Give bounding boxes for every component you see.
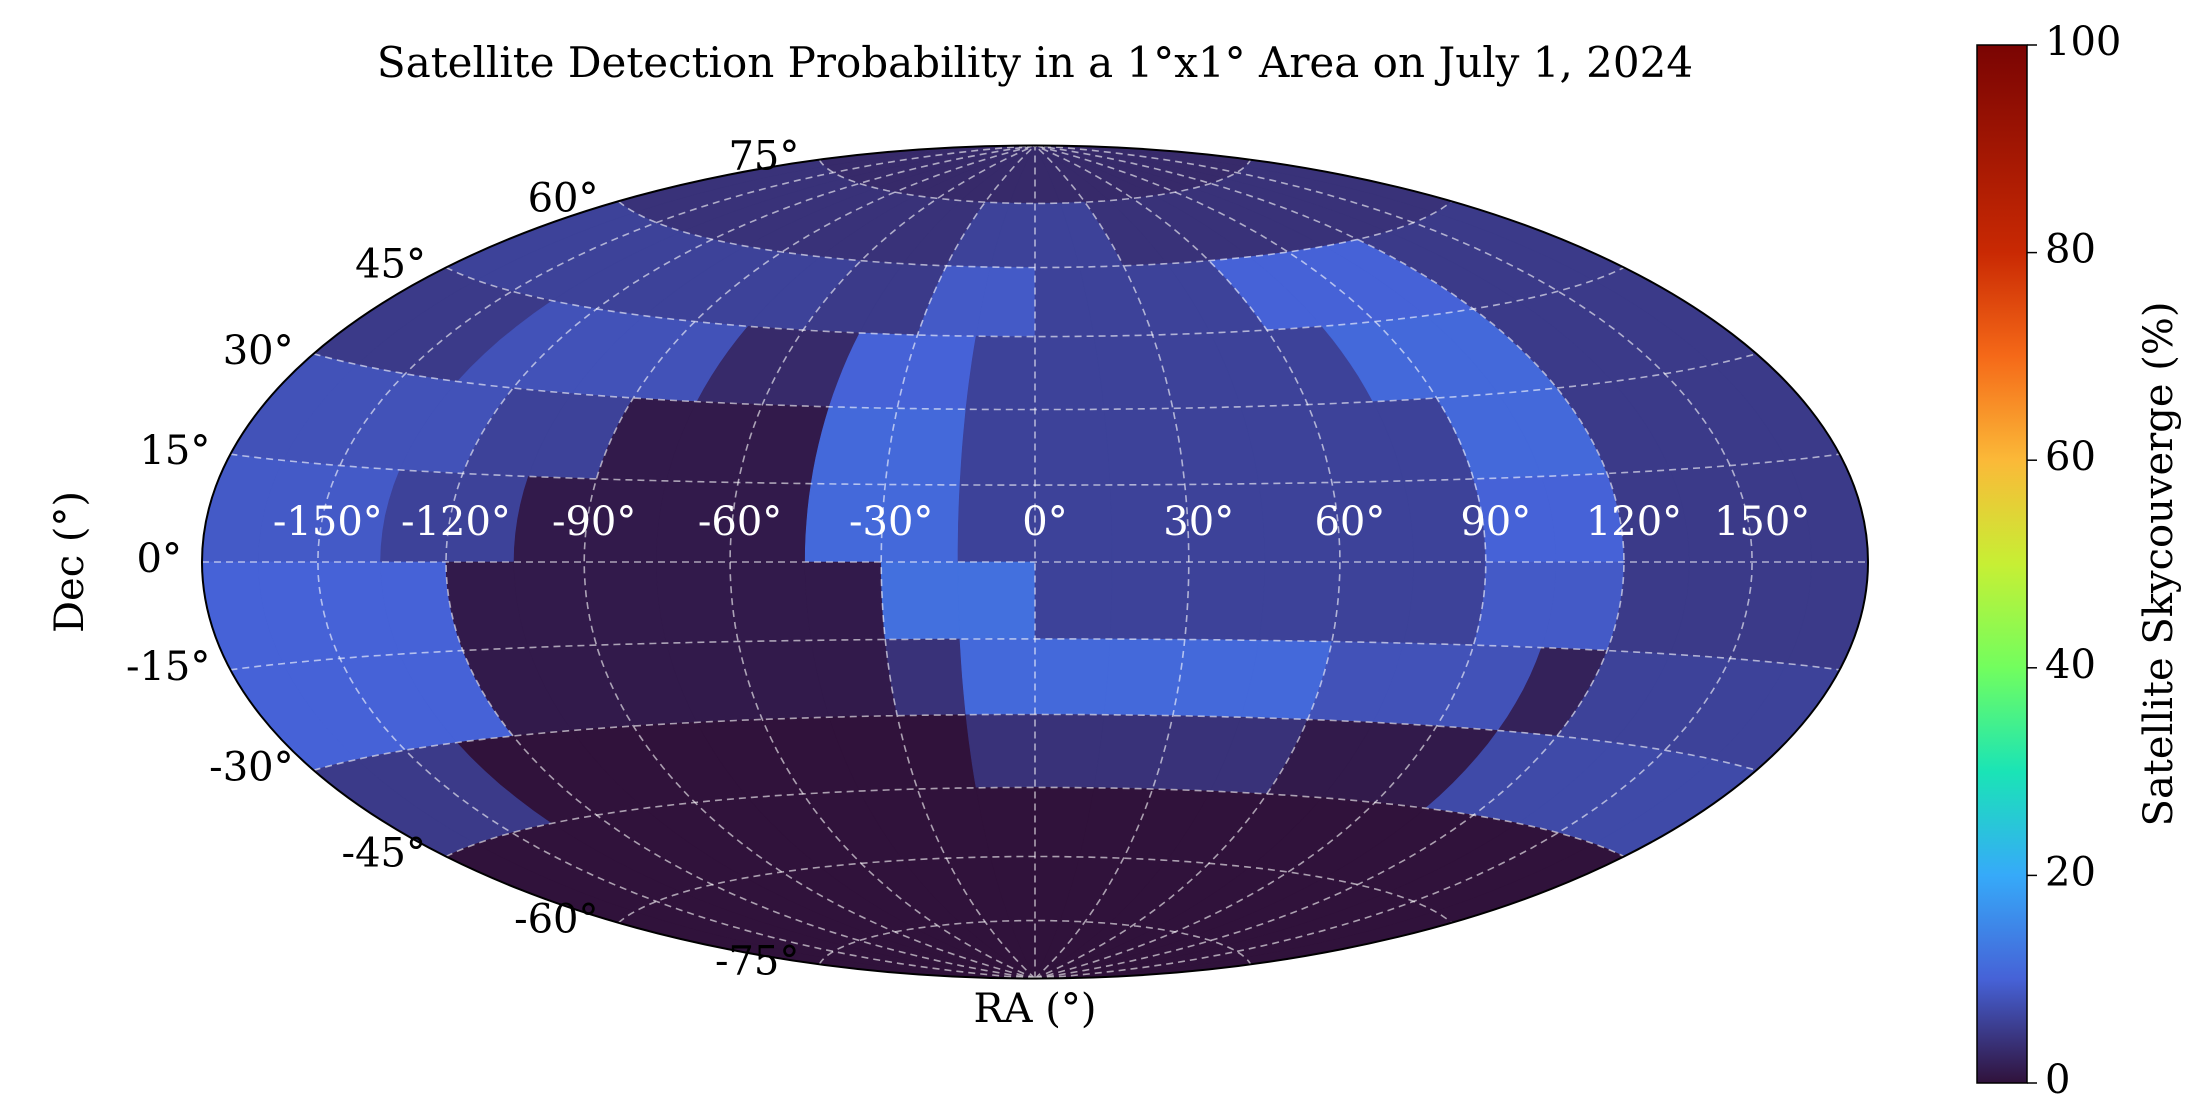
grid-line: [617, 855, 1453, 924]
colorbar-tick-label: 100: [2045, 19, 2121, 65]
heatmap-cell: [1109, 561, 1190, 640]
heatmap-cell: [1331, 561, 1415, 644]
heatmap-cell: [1034, 335, 1105, 410]
x-tick-label: 30°: [1163, 499, 1234, 545]
heatmap-cell: [959, 638, 1036, 716]
colorbar-tick-label: 0: [2045, 1057, 2070, 1103]
y-axis-label: Dec (°): [47, 491, 93, 633]
y-tick-label: 60°: [528, 175, 599, 221]
heatmap-cell: [1034, 561, 1113, 640]
heatmap-cell: [804, 561, 886, 641]
heatmap-cell: [880, 561, 961, 640]
x-tick-label: 60°: [1314, 499, 1385, 545]
heatmap-cell: [513, 561, 597, 648]
heatmap-cell: [1184, 561, 1266, 641]
map-border: [201, 144, 1869, 980]
heatmap-cell: [1403, 561, 1487, 646]
heatmap-cell: [1786, 453, 1868, 563]
grid-line: [818, 919, 1252, 965]
heatmap-cell: [1473, 561, 1557, 648]
grid-line: [617, 200, 1453, 269]
y-tick-label: -15°: [126, 644, 210, 690]
y-tick-label: 75°: [728, 134, 799, 180]
x-tick-label: 150°: [1714, 499, 1810, 545]
heatmap-cell: [1258, 561, 1341, 642]
grid-line: [445, 786, 1625, 858]
x-tick-label: 90°: [1460, 499, 1531, 545]
colorbar-tick-label: 40: [2045, 642, 2096, 688]
x-tick-label: -60°: [698, 499, 782, 545]
x-tick-label: -150°: [273, 499, 383, 545]
heatmap-cell: [884, 407, 967, 486]
y-tick-label: 45°: [355, 241, 426, 287]
grid-line: [1034, 144, 1625, 980]
x-tick-label: -90°: [552, 499, 636, 545]
heatmap-cell: [729, 561, 812, 642]
y-tick-label: -60°: [514, 897, 598, 943]
y-tick-label: -45°: [342, 831, 426, 877]
grid-line: [230, 638, 1840, 671]
heatmap-cell: [1034, 714, 1105, 789]
grid-line: [317, 144, 1036, 980]
heatmap-cell: [965, 714, 1036, 789]
grid-line: [313, 353, 1757, 411]
heatmap-cell: [884, 638, 967, 717]
heatmap-cell: [1103, 638, 1186, 717]
grid-line: [818, 159, 1252, 205]
heatmap-cell: [965, 335, 1036, 410]
x-tick-label: -120°: [401, 499, 511, 545]
x-tick-label: -30°: [849, 499, 933, 545]
grid-line: [313, 713, 1757, 772]
heatmap-cell: [1034, 408, 1111, 486]
heatmap-cell: [957, 561, 1036, 640]
x-tick-label: 0°: [1022, 499, 1067, 545]
y-tick-label: 0°: [137, 536, 182, 582]
y-tick-label: 15°: [139, 428, 210, 474]
y-tick-label: 30°: [223, 328, 294, 374]
chart-title: Satellite Detection Probability in a 1°x…: [377, 38, 1693, 87]
x-axis-label: RA (°): [974, 986, 1097, 1032]
y-tick-label: -75°: [715, 938, 799, 984]
heatmap-cell: [1034, 638, 1111, 716]
colorbar-tick-label: 80: [2045, 227, 2096, 273]
heatmap-cell: [655, 561, 739, 644]
colorbar-tick-label: 20: [2045, 849, 2096, 895]
heatmap-cell: [959, 408, 1036, 486]
heatmap-cell: [583, 561, 667, 646]
y-tick-label: -30°: [209, 744, 293, 790]
grid-line: [230, 453, 1840, 486]
colorbar: [1976, 44, 2028, 1084]
grid-line: [445, 266, 1625, 338]
colorbar-tick-label: 60: [2045, 434, 2096, 480]
x-tick-label: 120°: [1586, 499, 1682, 545]
map-cells: [202, 145, 1868, 979]
colorbar-label: Satellite Skycouverge (%): [2136, 302, 2182, 827]
heatmap-cell: [1103, 407, 1186, 486]
